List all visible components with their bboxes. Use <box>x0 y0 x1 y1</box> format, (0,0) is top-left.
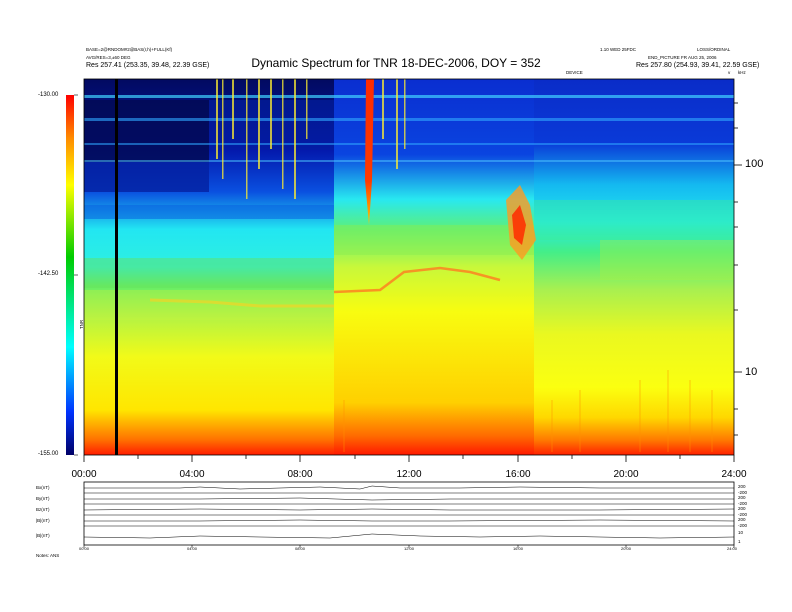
panel-label-bx: Bx(nT) <box>36 485 50 490</box>
panel-time-0400: 04:00 <box>186 546 198 551</box>
colorbar-tick-mid: -142.50 <box>38 271 59 277</box>
panel-tick-bz-bot: -200 <box>738 512 748 517</box>
time-axis <box>83 455 735 462</box>
freq-tick-100: 100 <box>745 158 764 170</box>
panel-tick-bx-bot: -200 <box>738 490 748 495</box>
panel-label-bmag: |B|(nT) <box>36 518 50 523</box>
panel-tick-bz-top: 200 <box>738 506 746 511</box>
time-tick-0800: 08:00 <box>287 469 313 480</box>
header-right-line3: END_PICTURE FR AUG 25, 2006 <box>648 55 717 60</box>
panel-label-bz: Bz(nT) <box>36 507 50 512</box>
header-left-line3: Res 257.41 (253.35, 39.48, 22.39 GSE) <box>86 62 210 69</box>
panel-time-2000: 20:00 <box>620 546 632 551</box>
magnetometer-panels <box>83 481 735 548</box>
panel-time-1200: 12:00 <box>403 546 415 551</box>
chart-title: Dynamic Spectrum for TNR 18-DEC-2006, DO… <box>251 56 541 70</box>
panel-tick-bx-top: 200 <box>738 484 746 489</box>
time-tick-2400: 24:00 <box>721 469 747 480</box>
corner-unit: kHz <box>738 70 746 75</box>
colorbar <box>66 95 74 455</box>
panel-tick-bmag-top: 200 <box>738 517 746 522</box>
panel-tick-bmag-bot: -200 <box>738 523 748 528</box>
panel-time-2400: 24:00 <box>726 546 738 551</box>
header-left-line2: AVG/RES=3,±60 DEG <box>86 55 131 60</box>
header-center-tag: DEVICE <box>566 70 583 75</box>
time-tick-1200: 12:00 <box>396 469 422 480</box>
panel-tick-log-top: 10 <box>738 530 744 535</box>
time-tick-0400: 04:00 <box>179 469 205 480</box>
freq-tick-10: 10 <box>745 366 758 378</box>
spectrogram <box>83 78 735 456</box>
header-right-line2: LOSS/ORDINAL <box>697 47 731 52</box>
corner-v: v <box>728 70 731 75</box>
header-right-line4: Res 257.80 (254.93, 39.41, 22.59 GSE) <box>636 62 760 69</box>
time-tick-1600: 16:00 <box>505 469 531 480</box>
panel-tick-by-top: 200 <box>738 495 746 500</box>
panel-time-0800: 08:00 <box>294 546 306 551</box>
panel-tick-by-bot: -200 <box>738 501 748 506</box>
panel-time-0000: 00:00 <box>78 546 90 551</box>
panel-time-1600: 16:00 <box>512 546 524 551</box>
data-gap-line <box>115 79 118 455</box>
footer-note: Notes: ANS <box>36 553 60 558</box>
time-tick-0000: 00:00 <box>71 469 97 480</box>
time-tick-2000: 20:00 <box>613 469 639 480</box>
panel-tick-log-bot: 1 <box>738 539 741 544</box>
panel-label-by: By(nT) <box>36 496 50 501</box>
colorbar-tick-bottom: -155.00 <box>38 451 59 457</box>
header-right-line1: 1.10 WED 25FDC <box>600 47 637 52</box>
colorbar-tick-top: -130.00 <box>38 92 59 98</box>
header-left-line1: BASE=2@RNDOM#2@BAS(r,h)+FULL(Kf) <box>86 47 173 52</box>
freq-axis <box>734 102 742 436</box>
burst-1030 <box>365 79 374 225</box>
panel-label-bmag-log: |B|(nT) <box>36 533 50 538</box>
